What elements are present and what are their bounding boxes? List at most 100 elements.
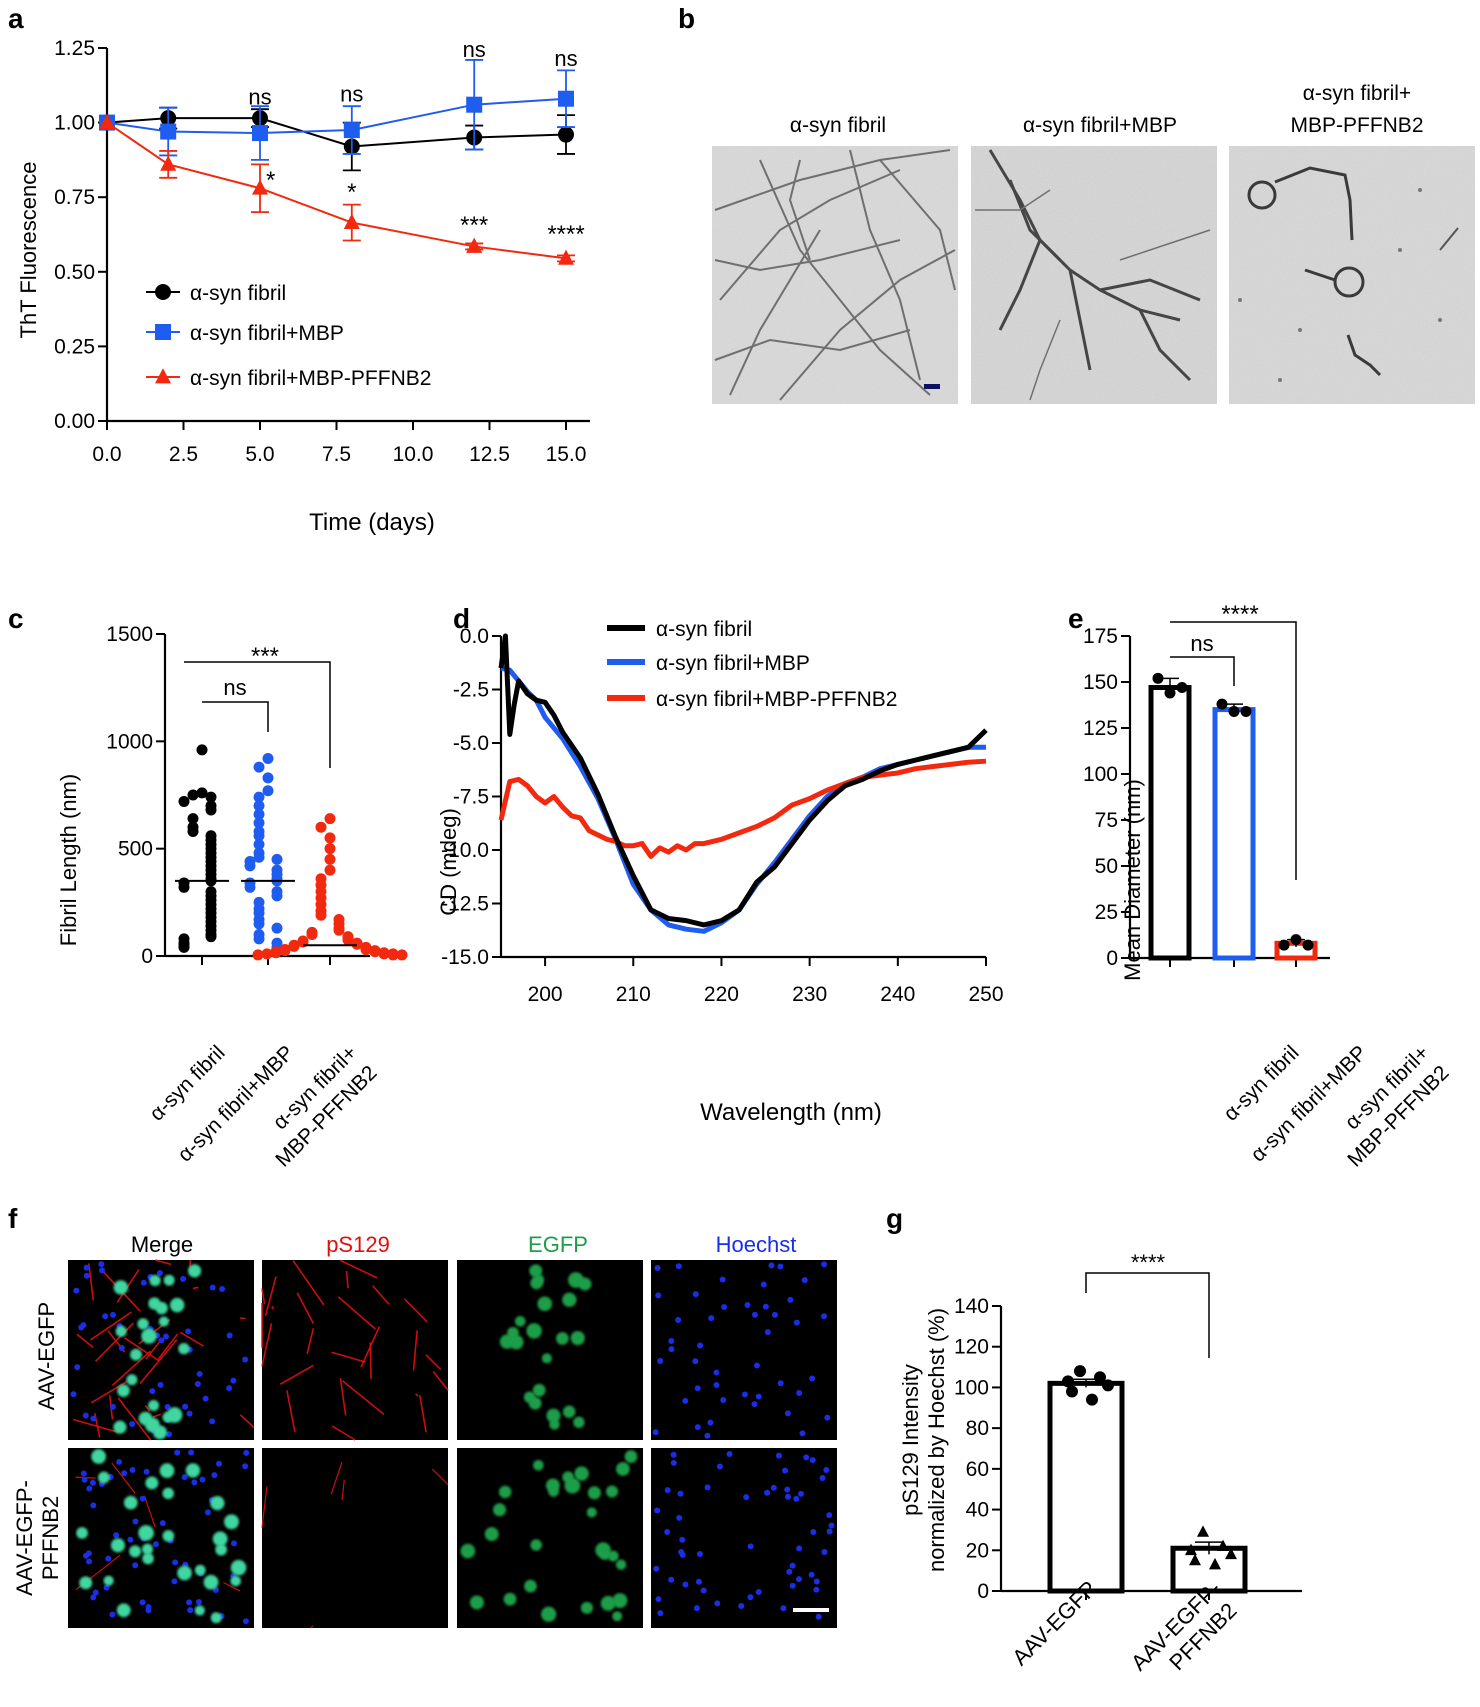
egfp-cell (210, 1612, 222, 1624)
egfp-cell (117, 1384, 130, 1397)
hoechst-nucleus (196, 1370, 203, 1377)
hoechst-nucleus (132, 1518, 139, 1525)
hoechst-nucleus (187, 1607, 194, 1614)
ps129-neurite (425, 1354, 442, 1371)
chart-d-legend-label: α-syn fibril (656, 618, 752, 641)
chart-a-legend-label: α-syn fibril (190, 282, 286, 305)
egfp-cell (79, 1576, 93, 1590)
hoechst-nucleus (764, 1489, 771, 1496)
panel-label-d: d (453, 603, 470, 634)
hoechst-nucleus (670, 1459, 677, 1466)
egfp-cell (178, 1342, 190, 1355)
egfp-cell (185, 1463, 201, 1478)
hoechst-nucleus (784, 1410, 791, 1417)
egfp-cell (573, 1416, 585, 1429)
egfp-cell (600, 1595, 616, 1611)
chart-c-point (253, 851, 265, 863)
egfp-cell (562, 1405, 576, 1418)
hoechst-nucleus (90, 1415, 97, 1422)
hoechst-nucleus (751, 1401, 758, 1408)
chart-d-line-2 (498, 758, 987, 859)
egfp-cell (530, 1276, 543, 1290)
hoechst-nucleus (810, 1529, 817, 1536)
ps129-neurite (117, 1397, 152, 1441)
hoechst-nucleus (821, 1261, 828, 1268)
egfp-cell (546, 1408, 561, 1423)
egfp-cell (187, 1264, 202, 1278)
ps129-neurite (412, 1330, 418, 1371)
chart-c-point (261, 948, 273, 960)
chart-c-point (196, 744, 208, 756)
ps129-neurite (144, 1404, 151, 1412)
hoechst-nucleus (784, 1493, 791, 1500)
chart-a-point (466, 237, 483, 253)
chart-a-ns-label: ns (340, 82, 363, 107)
egfp-cell (587, 1486, 601, 1500)
hoechst-nucleus (171, 1578, 178, 1585)
chart-e-point (1278, 939, 1290, 951)
hoechst-nucleus (652, 1429, 659, 1436)
hoechst-nucleus (174, 1449, 181, 1456)
hoechst-nucleus (653, 1565, 660, 1572)
panel-f-micrographs: Merge pS129 EGFP Hoechst AAV-EGFP AAV-EG… (12, 1232, 837, 1629)
chart-c-ytick-label: 500 (118, 838, 153, 861)
hoechst-nucleus (216, 1460, 223, 1467)
egfp-cell (137, 1318, 149, 1330)
panel-b-micrographs: α-syn fibril α-syn fibril+MBP α-syn fibr… (712, 82, 1475, 404)
egfp-cell (113, 1420, 127, 1434)
micrograph-background (651, 1448, 837, 1628)
hoechst-nucleus (158, 1337, 165, 1344)
chart-a-sig-label: * (266, 167, 275, 194)
hoechst-nucleus (103, 1584, 110, 1591)
panel-label-g: g (886, 1203, 903, 1234)
chart-c-point (324, 832, 336, 844)
chart-a-ytick-label: 0.50 (54, 261, 95, 284)
hoechst-nucleus (145, 1607, 152, 1614)
chart-d-xtick-label: 220 (704, 983, 739, 1006)
egfp-cell (141, 1543, 154, 1555)
ps129-neurite (239, 1414, 255, 1429)
chart-g-point (1217, 1539, 1229, 1552)
hoechst-nucleus (755, 1393, 762, 1400)
hoechst-nucleus (211, 1472, 218, 1479)
hoechst-nucleus (784, 1486, 791, 1493)
chart-e-point (1164, 687, 1176, 699)
hoechst-nucleus (159, 1520, 166, 1527)
hoechst-nucleus (654, 1265, 661, 1272)
hoechst-nucleus (129, 1467, 136, 1474)
ps129-neurite (330, 1461, 343, 1495)
chart-c-point (253, 800, 265, 812)
ps129-neurite (331, 1351, 366, 1363)
chart-d-ytick-label: 0.0 (460, 625, 489, 648)
chart-c-point (253, 830, 265, 842)
egfp-cell (76, 1527, 88, 1539)
ps129-neurite (139, 1338, 178, 1385)
hoechst-nucleus (803, 1454, 810, 1461)
hoechst-nucleus (86, 1485, 93, 1492)
chart-c-point (324, 864, 336, 876)
panel-f-col-merge: Merge (131, 1232, 193, 1257)
tem-image-fibril (712, 146, 958, 404)
egfp-cell (159, 1463, 175, 1478)
hoechst-nucleus (808, 1571, 815, 1578)
hoechst-nucleus (121, 1470, 128, 1477)
ps129-neurite (261, 1288, 266, 1305)
chart-e-ytick-label: 50 (1095, 855, 1118, 878)
hoechst-nucleus (204, 1509, 211, 1516)
chart-c-bracket-sig (184, 661, 331, 768)
hoechst-nucleus (828, 1522, 835, 1529)
chart-a-point (252, 125, 268, 142)
chart-a-ns-label: ns (248, 85, 271, 110)
hoechst-nucleus (191, 1479, 198, 1486)
chart-a-point (558, 126, 574, 143)
chart-a: 0.00 0.25 0.50 0.75 1.00 1.25 0.0 2.5 5.0 7.5 10.0… (16, 37, 590, 536)
hoechst-nucleus (209, 1418, 216, 1425)
hoechst-nucleus (139, 1495, 146, 1502)
chart-g-ytick-label: 80 (966, 1417, 989, 1440)
chart-d-line-0 (498, 633, 988, 928)
chart-g-point (1074, 1365, 1086, 1378)
panel-b-title-1: α-syn fibril (790, 114, 886, 137)
chart-a-line-2 (106, 121, 567, 260)
chart-a-point (558, 249, 574, 265)
hoechst-nucleus (747, 1543, 754, 1550)
